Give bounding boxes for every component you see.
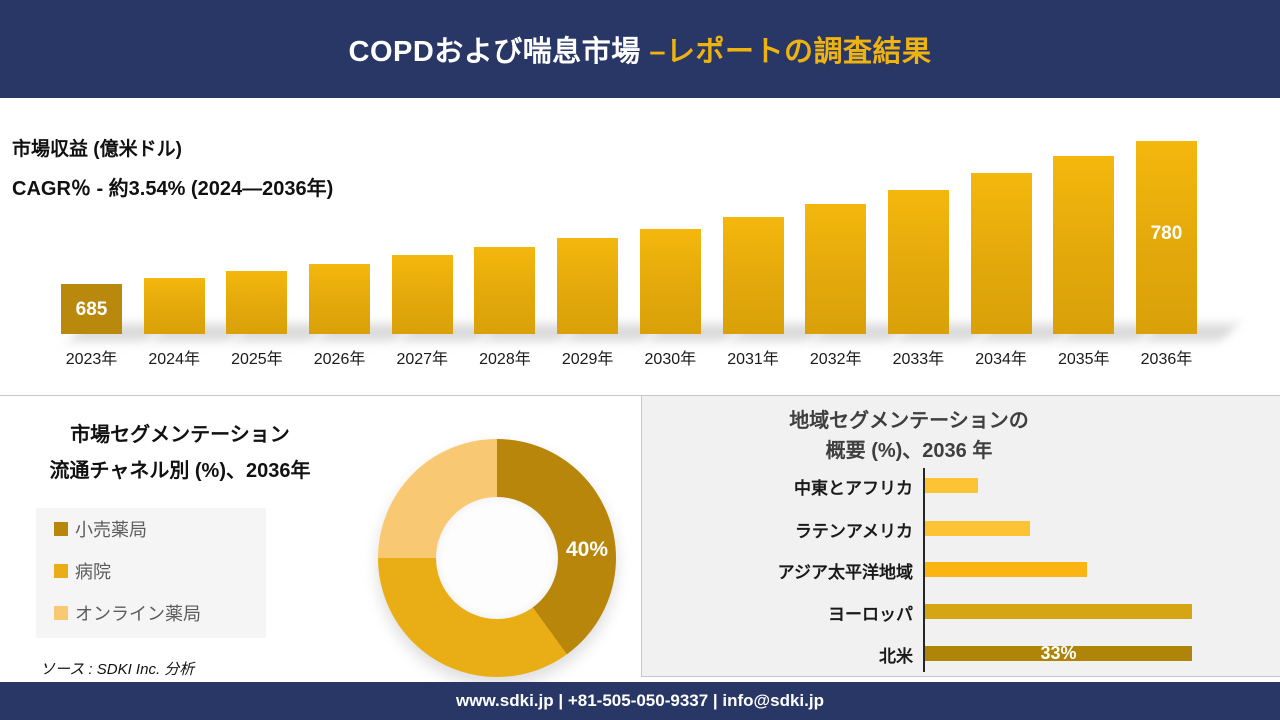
donut-hole (436, 497, 558, 619)
legend-label: 小売薬局 (75, 520, 147, 540)
regional-label-1: 中東とアフリカ (794, 479, 913, 498)
page-title-accent: –レポートの調査結果 (649, 36, 932, 68)
donut-datalabel-retail: 40% (565, 538, 609, 561)
revenue-bar-2033年 (887, 190, 949, 334)
revenue-bar-2031年 (722, 217, 784, 334)
revenue-bar-value-last: 780 (1150, 223, 1183, 244)
revenue-bar-xlabel: 2034年 (975, 351, 1027, 368)
regional-panel: 地域セグメンテーションの 概要 (%)、2036 年 中東とアフリカ ラテンアメリ… (641, 395, 1280, 677)
footer-contact-text: www.sdki.jp | +81-505-050-9337 | info@sd… (456, 691, 824, 710)
revenue-bar-xlabel: 2030年 (644, 351, 697, 368)
revenue-bar-2032年 (805, 204, 867, 334)
regional-label-3: アジア太平洋地域 (777, 563, 913, 582)
revenue-bar-xlabel: 2027年 (396, 351, 449, 368)
segmentation-title-line2: 流通チャネル別 (%)、2036年 (49, 460, 311, 482)
revenue-bar-value-first: 685 (75, 299, 108, 320)
revenue-bar-xlabel: 2024年 (148, 351, 200, 368)
regional-bar-datalabel: 33% (1040, 643, 1077, 663)
revenue-bar-xlabel: 2033年 (892, 351, 945, 368)
donut-chart: 40% (378, 439, 616, 677)
cagr-label: CAGR％ - 約3.54% (2024―2036年) (12, 178, 334, 200)
revenue-bar-xlabel: 2036年 (1140, 351, 1193, 368)
revenue-bar-2026年 (309, 264, 371, 334)
segmentation-title-line1: 市場セグメンテーション (70, 424, 290, 446)
revenue-chart-section: 市場収益 (億米ドル) CAGR％ - 約3.54% (2024―2036年) … (0, 98, 1280, 395)
revenue-bar-2029年 (557, 238, 619, 334)
revenue-bar-2027年 (391, 255, 453, 334)
regional-bar-2 (925, 521, 1030, 536)
legend-item-3: オンライン薬局 (36, 592, 266, 634)
legend-swatch-icon (54, 564, 68, 578)
revenue-bar-chart: 685 2023年 2024年 2025年 2026年 2027年 2028年 2029年 20… (0, 98, 1280, 395)
regional-axis-line (923, 468, 925, 672)
revenue-bar-xlabel: 2026年 (313, 351, 366, 368)
donut-legend: 小売薬局病院オンライン薬局 (36, 508, 266, 638)
regional-bar-5: 33% (925, 643, 1192, 663)
revenue-metric-label: 市場収益 (億米ドル) (12, 139, 182, 160)
revenue-bar-2024年 (143, 278, 205, 334)
regional-bar-1 (925, 478, 978, 493)
revenue-bar-xlabel: 2028年 (479, 351, 531, 368)
revenue-bar-2034年 (970, 173, 1032, 334)
revenue-bar-xlabel: 2035年 (1057, 351, 1110, 368)
revenue-bar-2036年: 780 (1135, 141, 1197, 334)
regional-title-line2: 概要 (%)、2036 年 (825, 440, 993, 462)
section-divider (0, 395, 1280, 396)
regional-bar-4 (925, 604, 1192, 619)
revenue-bar-xlabel: 2023年 (65, 351, 118, 368)
page-title: COPDおよび喘息市場 –レポートの調査結果 (349, 28, 932, 70)
legend-item-2: 病院 (36, 550, 266, 592)
revenue-bar-xlabel: 2029年 (561, 351, 614, 368)
revenue-bar-xlabel: 2031年 (727, 351, 779, 368)
revenue-bar-2035年 (1053, 156, 1115, 334)
legend-label: オンライン薬局 (75, 604, 201, 624)
legend-label: 病院 (75, 562, 111, 582)
legend-swatch-icon (54, 522, 68, 536)
segmentation-panel: 市場セグメンテーション 流通チャネル別 (%)、2036年 小売薬局病院オンライ… (0, 396, 640, 682)
revenue-bar-2025年 (226, 271, 288, 334)
revenue-bar-2030年 (639, 229, 701, 334)
revenue-bar-xlabel: 2025年 (231, 351, 283, 368)
footer-bar: www.sdki.jp | +81-505-050-9337 | info@sd… (0, 682, 1280, 720)
revenue-bar-2028年 (474, 247, 536, 334)
header-banner: COPDおよび喘息市場 –レポートの調査結果 (0, 0, 1280, 98)
regional-bar-3 (925, 562, 1087, 577)
legend-swatch-icon (54, 606, 68, 620)
source-note: ソース : SDKI Inc. 分析 (40, 661, 195, 678)
legend-item-1: 小売薬局 (36, 508, 266, 550)
regional-label-2: ラテンアメリカ (794, 522, 913, 541)
page-title-main: COPDおよび喘息市場 (348, 36, 650, 68)
regional-label-4: ヨーロッパ (828, 605, 913, 624)
regional-label-5: 北米 (879, 647, 913, 666)
revenue-bar-2023年: 685 (61, 284, 122, 334)
regional-title-line1: 地域セグメンテーションの (789, 410, 1029, 432)
revenue-bar-xlabel: 2032年 (809, 351, 862, 368)
